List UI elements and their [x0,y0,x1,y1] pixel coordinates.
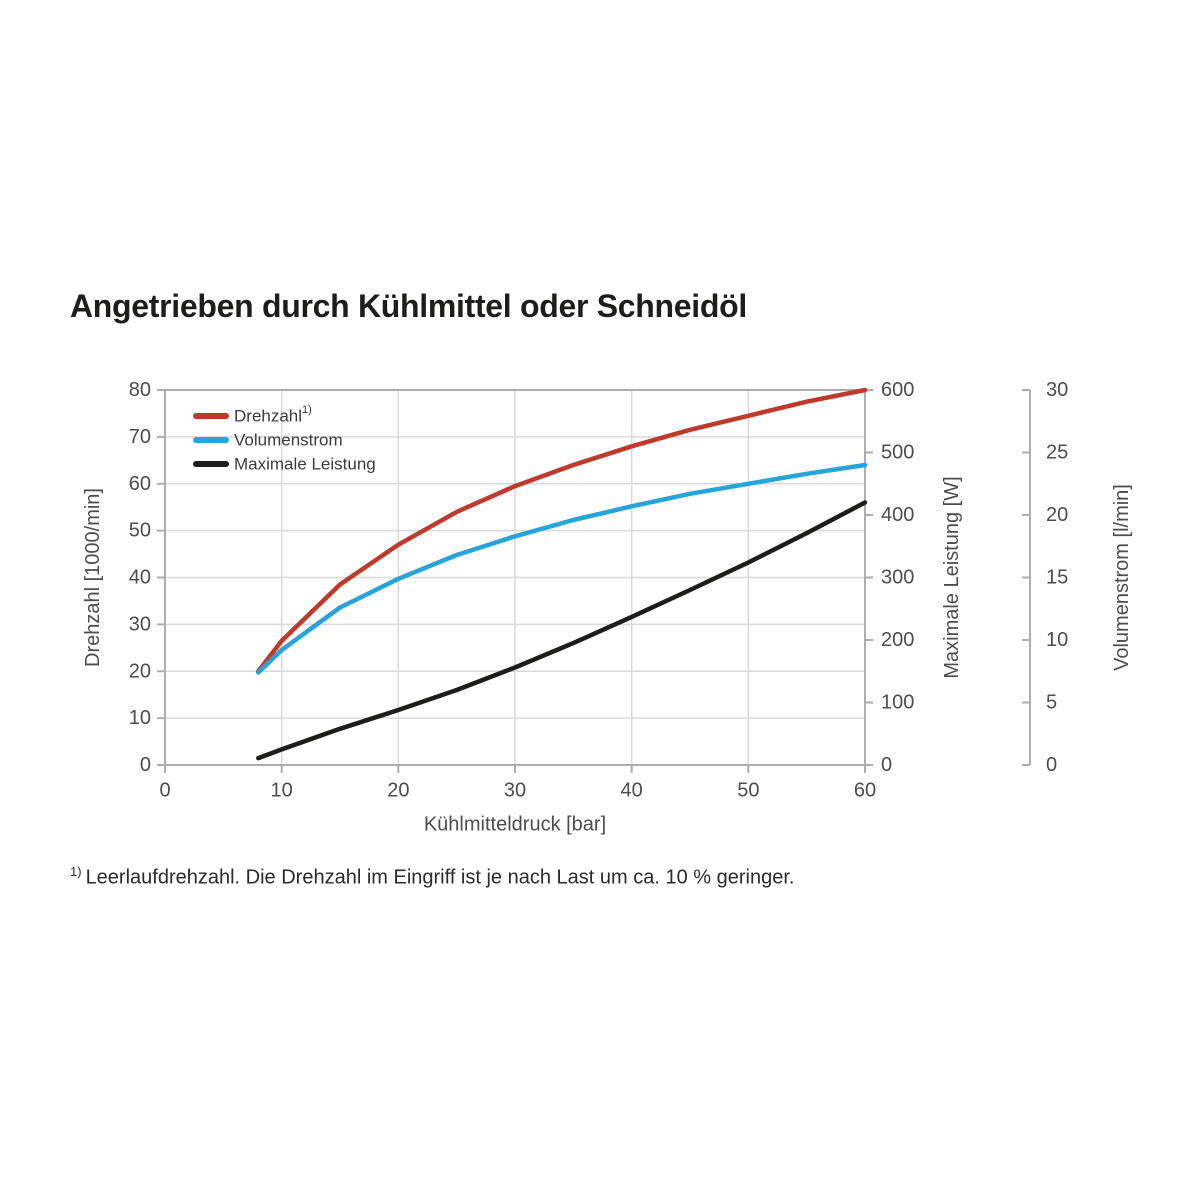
power-axis-tick-label: 0 [881,754,892,776]
left-axis-tick-label: 10 [129,707,151,729]
flow-axis-tick-label: 10 [1046,629,1068,651]
legend-label-drehzahl: Drehzahl1) [234,404,312,426]
flow-axis-tick-label: 30 [1046,379,1068,401]
power-axis-tick-label: 100 [881,692,914,714]
footnote-text: Leerlaufdrehzahl. Die Drehzahl im Eingri… [85,866,795,889]
left-axis-title: Drehzahl [1000/min] [82,488,104,667]
left-axis-tick-label: 20 [129,660,151,682]
left-axis-tick-label: 0 [140,754,151,776]
left-axis-tick-label: 60 [129,473,151,495]
left-axis-tick-label: 70 [129,426,151,448]
power-axis-tick-label: 200 [881,629,914,651]
power-axis-tick-label: 500 [881,442,914,464]
power-axis-tick-label: 600 [881,379,914,401]
legend-label-leistung: Maximale Leistung [234,455,376,474]
flow-axis-tick-label: 20 [1046,504,1068,526]
x-axis-tick-label: 40 [621,780,643,802]
power-axis-title: Maximale Leistung [W] [941,476,963,678]
x-axis-title: Kühlmitteldruck [bar] [424,814,606,836]
flow-axis-tick-label: 15 [1046,567,1068,589]
left-axis-tick-label: 50 [129,520,151,542]
x-axis-tick-label: 60 [854,780,876,802]
series-line-leistung [256,500,868,761]
power-axis-tick-label: 400 [881,504,914,526]
flow-axis-title: Volumenstrom [l/min] [1111,484,1133,671]
footnote-marker: 1) [70,864,82,879]
left-axis-tick-label: 30 [129,613,151,635]
x-axis-tick-label: 0 [159,780,170,802]
x-axis-tick-label: 10 [271,780,293,802]
flow-axis-tick-label: 5 [1046,692,1057,714]
flow-axis-tick-label: 0 [1046,754,1057,776]
series-line-drehzahl [256,387,868,674]
left-axis-tick-label: 40 [129,567,151,589]
left-axis-tick-label: 80 [129,379,151,401]
x-axis-tick-label: 50 [737,780,759,802]
footnote: 1) Leerlaufdrehzahl. Die Drehzahl im Eing… [70,864,794,890]
legend-label-volumenstrom: Volumenstrom [234,431,343,450]
power-axis-tick-label: 300 [881,567,914,589]
x-axis-tick-label: 20 [387,780,409,802]
flow-axis-tick-label: 25 [1046,442,1068,464]
x-axis-tick-label: 30 [504,780,526,802]
series-line-volumenstrom [256,462,868,675]
chart-title: Angetrieben durch Kühlmittel oder Schnei… [70,288,747,324]
